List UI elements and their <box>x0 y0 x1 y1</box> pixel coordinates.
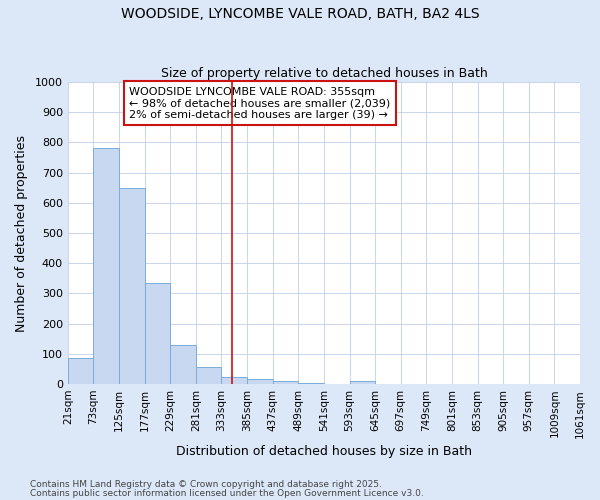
Bar <box>196 366 221 384</box>
Bar <box>145 283 170 384</box>
Text: Contains HM Land Registry data © Crown copyright and database right 2025.: Contains HM Land Registry data © Crown c… <box>30 480 382 489</box>
Bar <box>221 378 247 384</box>
X-axis label: Distribution of detached houses by size in Bath: Distribution of detached houses by size … <box>176 444 472 458</box>
Title: Size of property relative to detached houses in Bath: Size of property relative to detached ho… <box>161 66 487 80</box>
Bar <box>68 358 94 384</box>
Y-axis label: Number of detached properties: Number of detached properties <box>15 134 28 332</box>
Bar <box>350 381 375 384</box>
Bar <box>170 345 196 384</box>
Bar <box>272 382 298 384</box>
Bar <box>119 188 145 384</box>
Text: Contains public sector information licensed under the Open Government Licence v3: Contains public sector information licen… <box>30 488 424 498</box>
Text: WOODSIDE, LYNCOMBE VALE ROAD, BATH, BA2 4LS: WOODSIDE, LYNCOMBE VALE ROAD, BATH, BA2 … <box>121 8 479 22</box>
Bar <box>298 382 324 384</box>
Bar <box>247 378 272 384</box>
Bar <box>94 148 119 384</box>
Text: WOODSIDE LYNCOMBE VALE ROAD: 355sqm
← 98% of detached houses are smaller (2,039): WOODSIDE LYNCOMBE VALE ROAD: 355sqm ← 98… <box>129 86 391 120</box>
